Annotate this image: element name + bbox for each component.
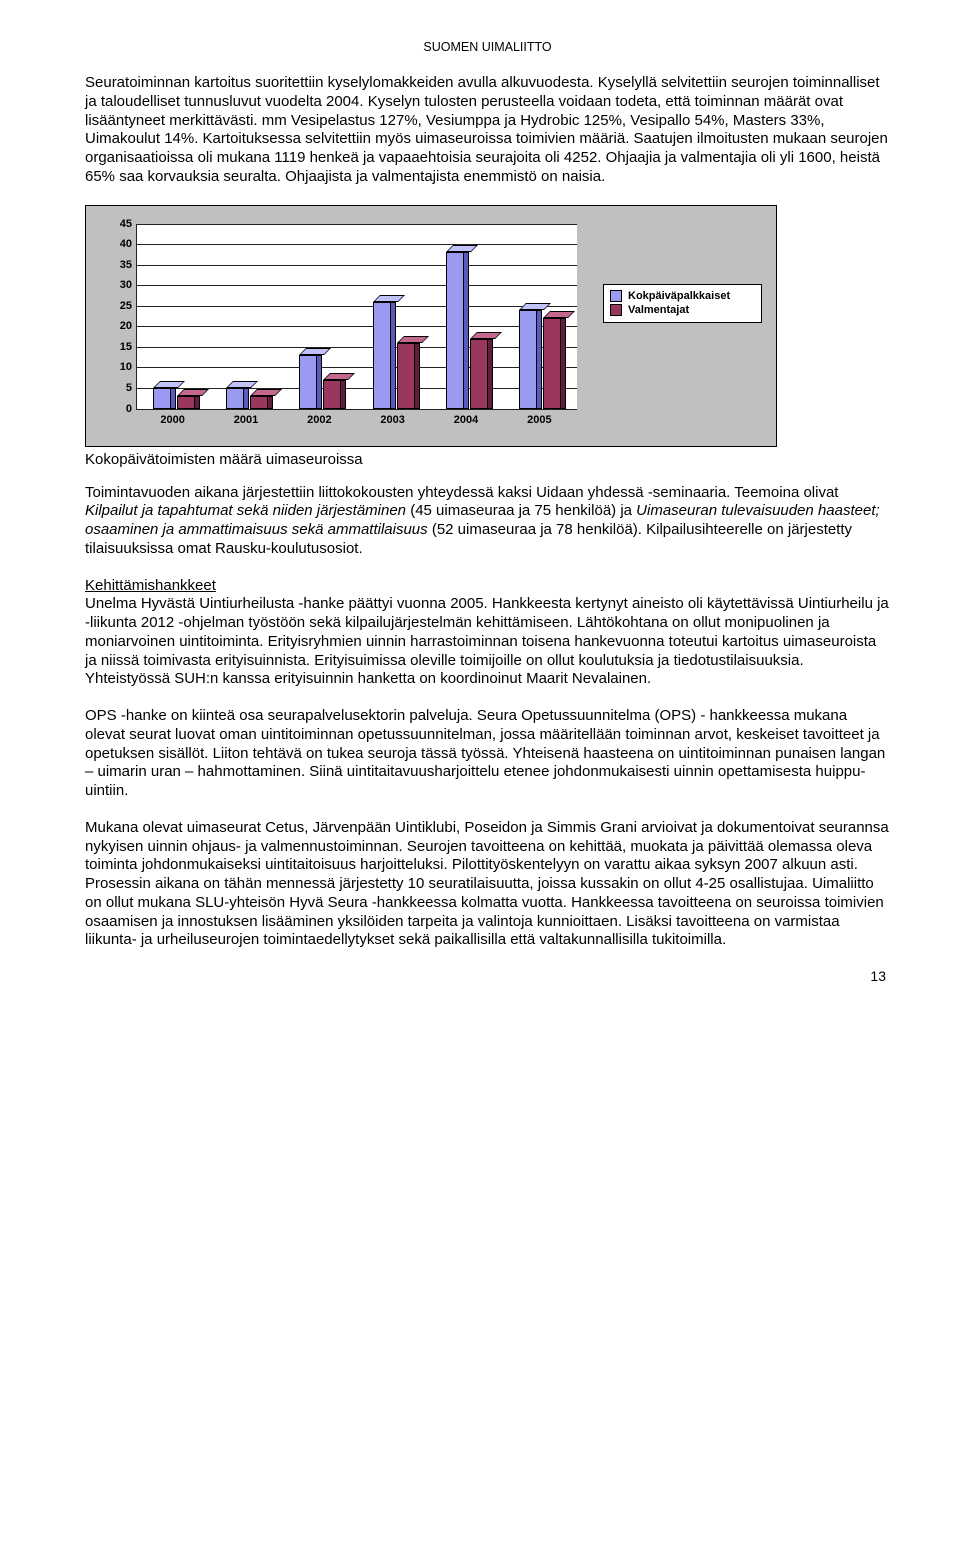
page-header: SUOMEN UIMALIITTO xyxy=(85,40,890,54)
chart-bar xyxy=(299,355,317,408)
para2-italic1: Kilpailut ja tapahtumat sekä niiden järj… xyxy=(85,502,406,519)
paragraph-ops: OPS -hanke on kiinteä osa seurapalveluse… xyxy=(85,707,890,801)
section-heading: Kehittämishankkeet xyxy=(85,577,216,594)
chart-bar xyxy=(226,388,244,409)
chart-bar xyxy=(446,252,464,408)
chart-bar xyxy=(470,339,488,409)
legend-label: Valmentajat xyxy=(628,304,689,316)
y-axis-label: 15 xyxy=(110,341,132,353)
page-number: 13 xyxy=(85,968,890,984)
chart-bar xyxy=(250,396,268,408)
chart-bar xyxy=(153,388,171,409)
paragraph-seminars: Toimintavuoden aikana järjestettiin liit… xyxy=(85,484,890,559)
chart-caption: Kokopäivätoimisten määrä uimaseuroissa xyxy=(85,451,890,468)
section-kehittamishankkeet: Kehittämishankkeet Unelma Hyvästä Uintiu… xyxy=(85,577,890,690)
paragraph-intro: Seuratoiminnan kartoitus suoritettiin ky… xyxy=(85,74,890,187)
chart-bar xyxy=(519,310,537,409)
legend-swatch xyxy=(610,290,622,302)
y-axis-label: 25 xyxy=(110,300,132,312)
legend-label: Kokpäiväpalkkaiset xyxy=(628,290,730,302)
para2-pre: Toimintavuoden aikana järjestettiin liit… xyxy=(85,484,838,501)
chart-bar xyxy=(373,302,391,409)
x-axis-label: 2002 xyxy=(307,414,331,426)
y-axis-label: 45 xyxy=(110,218,132,230)
y-axis-label: 10 xyxy=(110,361,132,373)
y-axis-label: 20 xyxy=(110,320,132,332)
bar-chart: 0 5 10 15 20 25 30 35 40 45 2000 2001 2002 2003 2004 2… xyxy=(85,205,777,447)
paragraph-seurat: Mukana olevat uimaseurat Cetus, Järvenpä… xyxy=(85,819,890,950)
y-axis-label: 40 xyxy=(110,238,132,250)
x-axis-label: 2000 xyxy=(160,414,184,426)
chart-bar xyxy=(397,343,415,409)
y-axis-label: 35 xyxy=(110,259,132,271)
y-axis-label: 5 xyxy=(110,382,132,394)
chart-bar xyxy=(177,396,195,408)
legend-item: Valmentajat xyxy=(610,304,755,316)
chart-bar xyxy=(323,380,341,409)
chart-legend: Kokpäiväpalkkaiset Valmentajat xyxy=(603,284,762,323)
x-axis-label: 2004 xyxy=(454,414,478,426)
legend-item: Kokpäiväpalkkaiset xyxy=(610,290,755,302)
paragraph-hanke: Unelma Hyvästä Uintiurheilusta -hanke pä… xyxy=(85,595,889,687)
x-axis-label: 2005 xyxy=(527,414,551,426)
y-axis-label: 30 xyxy=(110,279,132,291)
para2-mid: (45 uimaseuraa ja 75 henkilöä) ja xyxy=(406,502,636,519)
chart-bar xyxy=(543,318,561,408)
legend-swatch xyxy=(610,304,622,316)
y-axis-label: 0 xyxy=(110,403,132,415)
x-axis-label: 2003 xyxy=(380,414,404,426)
x-axis-label: 2001 xyxy=(234,414,258,426)
